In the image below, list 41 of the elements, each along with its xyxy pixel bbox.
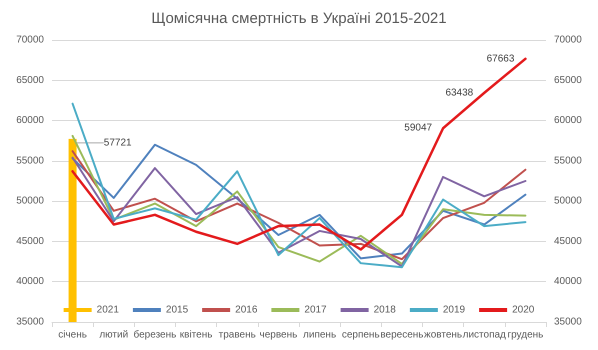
- x-tick-label: червень: [260, 330, 298, 340]
- x-tick-label: січень: [58, 330, 87, 340]
- legend-label: 2019: [442, 304, 466, 316]
- data-label: 59047: [404, 122, 433, 134]
- x-tick-label: жовтень: [424, 330, 462, 340]
- x-tick-label: грудень: [507, 330, 544, 340]
- y2-tick-label: 40000: [554, 276, 582, 288]
- legend-label: 2016: [235, 304, 258, 316]
- x-tick-label: березень: [133, 330, 176, 340]
- y-tick-label: 60000: [16, 115, 44, 126]
- y2-tick-label: 60000: [554, 115, 582, 126]
- data-label: 57721: [104, 137, 132, 148]
- y-tick-label: 70000: [16, 34, 44, 46]
- x-tick-label: листопад: [462, 330, 506, 340]
- y-tick-label: 45000: [16, 236, 44, 247]
- legend-label: 2017: [304, 304, 328, 316]
- y2-tick-label: 55000: [554, 155, 582, 166]
- y2-tick-label: 35000: [554, 316, 582, 328]
- legend-label: 2021: [96, 304, 120, 316]
- y-tick-label: 35000: [16, 316, 44, 328]
- x-tick-label: лютий: [99, 330, 128, 340]
- legend-label: 2018: [374, 304, 396, 316]
- data-label: 67663: [486, 53, 515, 64]
- y-tick-label: 40000: [16, 276, 44, 288]
- x-tick-label: серпень: [342, 330, 380, 340]
- x-tick-label: травень: [218, 330, 256, 340]
- y2-tick-label: 70000: [554, 34, 582, 46]
- y2-tick-label: 50000: [554, 196, 582, 207]
- y-tick-label: 55000: [16, 155, 44, 166]
- y-tick-label: 65000: [16, 74, 44, 86]
- x-tick-label: вересень: [380, 330, 424, 340]
- x-tick-label: квітень: [180, 330, 212, 340]
- y2-tick-label: 45000: [554, 236, 582, 247]
- y-tick-label: 50000: [16, 196, 44, 207]
- x-tick-label: липень: [303, 330, 336, 340]
- line-series: [72, 102, 526, 268]
- legend-label: 2020: [512, 304, 535, 316]
- y2-tick-label: 65000: [554, 74, 582, 86]
- data-label: 63438: [445, 87, 474, 98]
- legend-label: 2015: [166, 304, 189, 316]
- chart-title: Щомісячна смертність в Україні 2015-2021: [151, 10, 447, 27]
